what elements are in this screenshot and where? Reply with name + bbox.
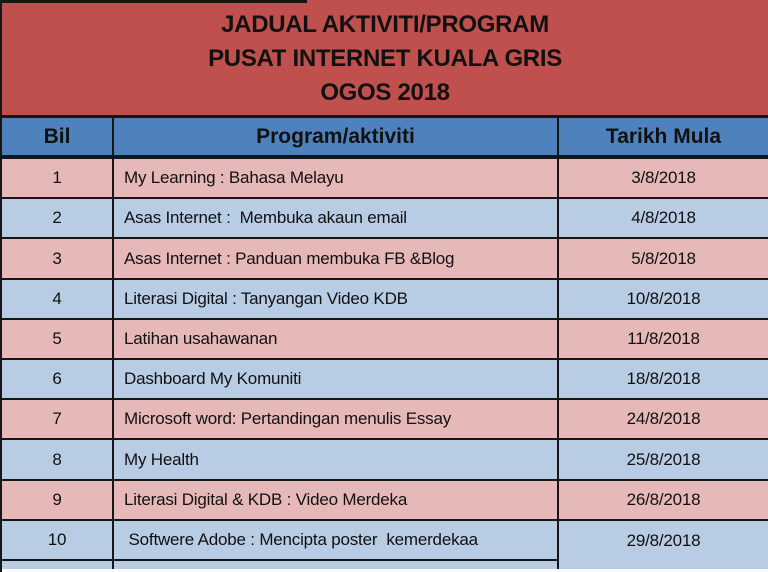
table-row: 10 Softwere Adobe : Mencipta poster keme… bbox=[2, 520, 768, 562]
bil-cell: 1 bbox=[2, 159, 114, 200]
bil-cell: 4 bbox=[2, 279, 114, 320]
tarikh-cell: 5/8/2018 bbox=[559, 239, 768, 280]
bil-cell: 2 bbox=[2, 199, 114, 240]
table-row: 9 Literasi Digital & KDB : Video Merdeka… bbox=[2, 480, 768, 521]
tarikh-cell: 11/8/2018 bbox=[559, 320, 768, 361]
column-header-program: Program/aktiviti bbox=[114, 118, 559, 155]
program-cell: My Health bbox=[114, 440, 559, 481]
title-line-2: PUSAT INTERNET KUALA GRIS bbox=[208, 44, 562, 72]
table-body: 1 My Learning : Bahasa Melayu 3/8/2018 2… bbox=[2, 159, 768, 562]
cut-off-bil-cell bbox=[2, 561, 114, 569]
program-cell: Dashboard My Komuniti bbox=[114, 360, 559, 401]
tarikh-cell: 29/8/2018 bbox=[626, 530, 701, 550]
program-cell: Literasi Digital & KDB : Video Merdeka bbox=[114, 480, 559, 521]
program-cell: Softwere Adobe : Mencipta poster kemerde… bbox=[114, 520, 559, 562]
bil-cell: 5 bbox=[2, 319, 114, 361]
table-row: 3 Asas Internet : Panduan membuka FB &Bl… bbox=[2, 239, 768, 280]
bil-cell: 3 bbox=[2, 239, 114, 280]
tarikh-cell: 18/8/2018 bbox=[559, 360, 768, 401]
bil-cell: 8 bbox=[2, 440, 114, 481]
column-header-tarikh: Tarikh Mula bbox=[605, 124, 722, 148]
program-cell: My Learning : Bahasa Melayu bbox=[114, 159, 559, 200]
top-border-artifact bbox=[2, 0, 307, 3]
tarikh-cell: 24/8/2018 bbox=[559, 400, 768, 441]
program-cell: Asas Internet : Panduan membuka FB &Blog bbox=[114, 239, 559, 280]
table-row: 7 Microsoft word: Pertandingan menulis E… bbox=[2, 400, 768, 441]
cut-off-row-strip bbox=[2, 561, 768, 569]
bil-cell: 10 bbox=[2, 520, 114, 562]
tarikh-cell: 3/8/2018 bbox=[559, 159, 768, 200]
program-cell: Microsoft word: Pertandingan menulis Ess… bbox=[114, 400, 559, 441]
program-cell: Literasi Digital : Tanyangan Video KDB bbox=[114, 279, 559, 320]
bil-cell: 7 bbox=[2, 400, 114, 441]
program-cell: Latihan usahawanan bbox=[114, 319, 559, 361]
tarikh-cell: 10/8/2018 bbox=[559, 280, 768, 320]
tarikh-cell: 25/8/2018 bbox=[559, 440, 768, 481]
column-header-bil: Bil bbox=[2, 118, 114, 155]
table-row: 8 My Health 25/8/2018 bbox=[2, 440, 768, 481]
table-row: 6 Dashboard My Komuniti 18/8/2018 bbox=[2, 360, 768, 401]
bil-cell: 6 bbox=[2, 360, 114, 401]
table-row: 5 Latihan usahawanan 11/8/2018 bbox=[2, 319, 768, 361]
table-row: 2 Asas Internet : Membuka akaun email 4/… bbox=[2, 199, 768, 240]
title-line-3: OGOS 2018 bbox=[320, 78, 450, 106]
program-cell: Asas Internet : Membuka akaun email bbox=[114, 199, 559, 240]
bil-cell: 9 bbox=[2, 480, 114, 521]
title-line-1: JADUAL AKTIVITI/PROGRAM bbox=[221, 10, 549, 38]
slide-title: JADUAL AKTIVITI/PROGRAM PUSAT INTERNET K… bbox=[2, 0, 768, 118]
table-row: 1 My Learning : Bahasa Melayu 3/8/2018 bbox=[2, 159, 768, 200]
table-header-row: Bil Program/aktiviti Tarikh Mula bbox=[2, 118, 768, 159]
cut-off-program-cell bbox=[114, 561, 559, 569]
table-row: 4 Literasi Digital : Tanyangan Video KDB… bbox=[2, 279, 768, 320]
tarikh-cell: 4/8/2018 bbox=[559, 199, 768, 240]
cut-off-tarikh-cell bbox=[559, 561, 768, 569]
tarikh-cell: 26/8/2018 bbox=[559, 481, 768, 521]
